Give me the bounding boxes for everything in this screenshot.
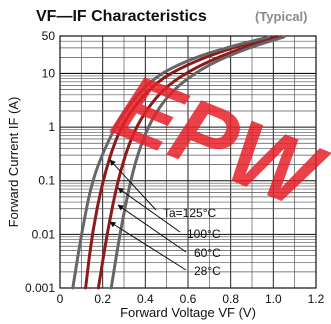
y-tick-label: 50 [42, 29, 56, 43]
curve-series-0 [84, 35, 275, 290]
curve-series-2 [96, 35, 282, 290]
watermark-text: EPW [100, 55, 331, 231]
x-tick-label: 0.8 [222, 292, 239, 306]
legend-arrow [109, 221, 187, 271]
legend-label: 100°C [187, 227, 221, 241]
y-tick-labels: 50 10 1 0.1 0.01 0.001 [25, 29, 55, 295]
x-tick-label: 0 [57, 292, 64, 306]
plot-frame [59, 35, 317, 289]
legend-label: 60°C [194, 246, 221, 260]
y-tick-label: 0.1 [38, 174, 55, 188]
x-tick-label: 0.6 [180, 292, 197, 306]
legend-label: 28°C [194, 264, 221, 278]
x-tick-label: 0.4 [137, 292, 154, 306]
legend-annotations: Ta=125°C 100°C 60°C 28°C [109, 159, 221, 278]
curve-series-3 [109, 35, 286, 290]
y-tick-label: 1 [48, 120, 55, 134]
curve-series-1 [71, 35, 271, 290]
x-axis-label: Forward Voltage VF (V) [120, 305, 256, 320]
legend-arrow [117, 204, 187, 253]
y-tick-label: 0.01 [32, 227, 56, 241]
y-tick-label: 0.001 [25, 281, 55, 295]
watermark: EPW [100, 55, 331, 231]
x-tick-label: 1.0 [265, 292, 282, 306]
x-tick-labels: 0 0.2 0.4 0.6 0.8 1.0 1.2 [57, 292, 325, 306]
chart-title: VF—IF Characteristics [36, 8, 207, 25]
y-axis-label: Forward Current IF (A) [6, 97, 21, 228]
y-tick-label: 10 [42, 66, 56, 80]
curves [71, 35, 286, 290]
legend-label: Ta=125°C [163, 206, 217, 220]
x-tick-label: 1.2 [308, 292, 325, 306]
legend-arrow [109, 159, 157, 211]
legend-arrow [117, 187, 181, 233]
x-tick-label: 0.2 [94, 292, 111, 306]
chart-subtitle: (Typical) [255, 9, 308, 24]
